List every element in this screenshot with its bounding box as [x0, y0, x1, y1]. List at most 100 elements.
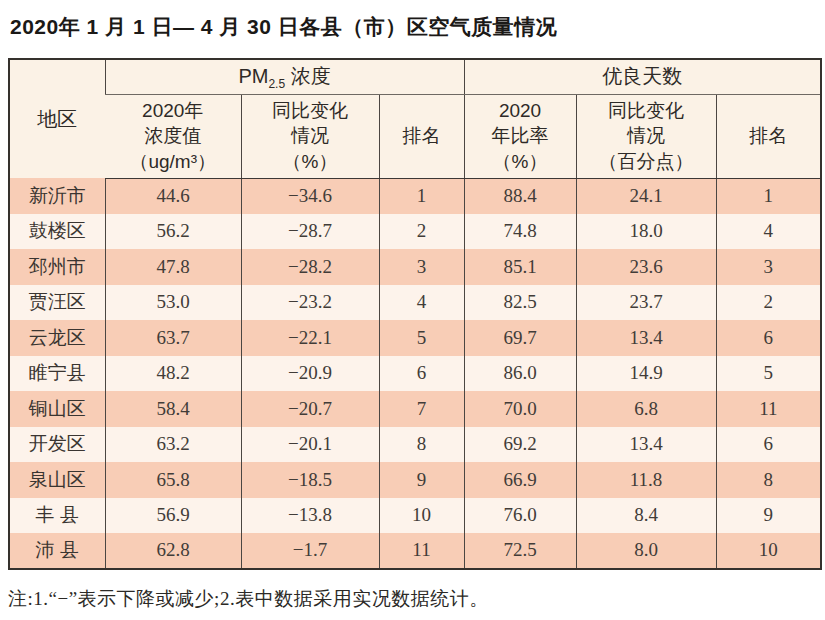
col-group-good-days: 优良天数	[464, 59, 821, 94]
table-header: 地区 PM2.5 浓度 优良天数 2020年 浓度值 （ug/m³） 同比变化 …	[9, 59, 821, 178]
cell-good-rank: 6	[716, 320, 821, 356]
cell-pm-value: 56.2	[105, 214, 241, 250]
cell-pm-value: 44.6	[105, 178, 241, 214]
pm25-label-suffix: 浓度	[285, 65, 331, 87]
col-header-good-rank: 排名	[716, 94, 821, 178]
cell-pm-value: 48.2	[105, 356, 241, 392]
cell-good-change: 24.1	[576, 178, 716, 214]
col-group-pm25: PM2.5 浓度	[105, 59, 464, 94]
cell-region: 云龙区	[9, 320, 105, 356]
cell-good-change: 13.4	[576, 320, 716, 356]
cell-pm-rank: 2	[379, 214, 464, 250]
table-row: 贾汪区53.0−23.2482.523.72	[9, 285, 821, 321]
cell-pm-change: −18.5	[241, 462, 379, 498]
cell-pm-rank: 5	[379, 320, 464, 356]
cell-region: 开发区	[9, 427, 105, 463]
cell-pm-value: 63.7	[105, 320, 241, 356]
cell-good-rank: 2	[716, 285, 821, 321]
table-row: 丰 县56.9−13.81076.08.49	[9, 498, 821, 534]
pm25-label-prefix: PM	[238, 65, 268, 87]
cell-pm-change: −1.7	[241, 533, 379, 569]
cell-good-change: 11.8	[576, 462, 716, 498]
cell-good-rank: 11	[716, 391, 821, 427]
cell-pm-rank: 9	[379, 462, 464, 498]
cell-pm-rank: 4	[379, 285, 464, 321]
table-row: 泉山区65.8−18.5966.911.88	[9, 462, 821, 498]
cell-good-change: 8.0	[576, 533, 716, 569]
table-header-group-row: 地区 PM2.5 浓度 优良天数	[9, 59, 821, 94]
cell-good-change: 13.4	[576, 427, 716, 463]
cell-pm-change: −28.2	[241, 249, 379, 285]
col-header-good-rate: 2020 年比率 （%）	[464, 94, 576, 178]
cell-good-change: 8.4	[576, 498, 716, 534]
cell-good-change: 23.6	[576, 249, 716, 285]
cell-region: 新沂市	[9, 178, 105, 214]
cell-pm-rank: 7	[379, 391, 464, 427]
cell-pm-rank: 1	[379, 178, 464, 214]
cell-region: 鼓楼区	[9, 214, 105, 250]
col-header-good-change: 同比变化 情况 （百分点）	[576, 94, 716, 178]
cell-region: 沛 县	[9, 533, 105, 569]
cell-pm-change: −13.8	[241, 498, 379, 534]
cell-good-rate: 69.2	[464, 427, 576, 463]
cell-pm-rank: 6	[379, 356, 464, 392]
cell-good-rate: 88.4	[464, 178, 576, 214]
cell-pm-change: −34.6	[241, 178, 379, 214]
cell-good-rank: 10	[716, 533, 821, 569]
cell-good-change: 14.9	[576, 356, 716, 392]
cell-region: 铜山区	[9, 391, 105, 427]
cell-pm-value: 62.8	[105, 533, 241, 569]
cell-good-rate: 69.7	[464, 320, 576, 356]
cell-good-rate: 85.1	[464, 249, 576, 285]
table-row: 鼓楼区56.2−28.7274.818.04	[9, 214, 821, 250]
cell-region: 睢宁县	[9, 356, 105, 392]
cell-good-rate: 76.0	[464, 498, 576, 534]
cell-pm-value: 58.4	[105, 391, 241, 427]
cell-region: 贾汪区	[9, 285, 105, 321]
cell-pm-change: −20.1	[241, 427, 379, 463]
cell-pm-value: 63.2	[105, 427, 241, 463]
cell-good-rate: 74.8	[464, 214, 576, 250]
cell-region: 丰 县	[9, 498, 105, 534]
cell-good-rate: 72.5	[464, 533, 576, 569]
page-title: 2020年 1 月 1 日— 4 月 30 日各县（市）区空气质量情况	[10, 13, 819, 41]
cell-good-rate: 70.0	[464, 391, 576, 427]
col-header-pm-change: 同比变化 情况 （%）	[241, 94, 379, 178]
table-row: 开发区63.2−20.1869.213.46	[9, 427, 821, 463]
col-header-pm-rank: 排名	[379, 94, 464, 178]
cell-pm-change: −28.7	[241, 214, 379, 250]
cell-good-change: 23.7	[576, 285, 716, 321]
col-header-region: 地区	[9, 59, 105, 178]
cell-good-rank: 9	[716, 498, 821, 534]
cell-pm-value: 53.0	[105, 285, 241, 321]
cell-pm-rank: 10	[379, 498, 464, 534]
cell-pm-value: 47.8	[105, 249, 241, 285]
table-row: 云龙区63.7−22.1569.713.46	[9, 320, 821, 356]
table-row: 睢宁县48.2−20.9686.014.95	[9, 356, 821, 392]
table-header-sub-row: 2020年 浓度值 （ug/m³） 同比变化 情况 （%） 排名 2020 年比…	[9, 94, 821, 178]
cell-good-rank: 6	[716, 427, 821, 463]
cell-good-rank: 4	[716, 214, 821, 250]
cell-good-rate: 66.9	[464, 462, 576, 498]
cell-pm-rank: 8	[379, 427, 464, 463]
cell-region: 泉山区	[9, 462, 105, 498]
cell-good-rank: 1	[716, 178, 821, 214]
cell-pm-value: 65.8	[105, 462, 241, 498]
cell-pm-change: −22.1	[241, 320, 379, 356]
cell-good-rate: 82.5	[464, 285, 576, 321]
table-row: 邳州市47.8−28.2385.123.63	[9, 249, 821, 285]
cell-region: 邳州市	[9, 249, 105, 285]
cell-good-rank: 8	[716, 462, 821, 498]
cell-pm-value: 56.9	[105, 498, 241, 534]
table-row: 沛 县62.8−1.71172.58.010	[9, 533, 821, 569]
cell-pm-change: −20.9	[241, 356, 379, 392]
page: 2020年 1 月 1 日— 4 月 30 日各县（市）区空气质量情况 地区 P…	[0, 0, 825, 612]
col-header-pm-value: 2020年 浓度值 （ug/m³）	[105, 94, 241, 178]
cell-pm-change: −20.7	[241, 391, 379, 427]
cell-good-rank: 3	[716, 249, 821, 285]
cell-good-change: 18.0	[576, 214, 716, 250]
footnote: 注:1.“−”表示下降或减少;2.表中数据采用实况数据统计。	[8, 586, 819, 612]
air-quality-table: 地区 PM2.5 浓度 优良天数 2020年 浓度值 （ug/m³） 同比变化 …	[8, 58, 822, 570]
cell-good-change: 6.8	[576, 391, 716, 427]
cell-good-rank: 5	[716, 356, 821, 392]
